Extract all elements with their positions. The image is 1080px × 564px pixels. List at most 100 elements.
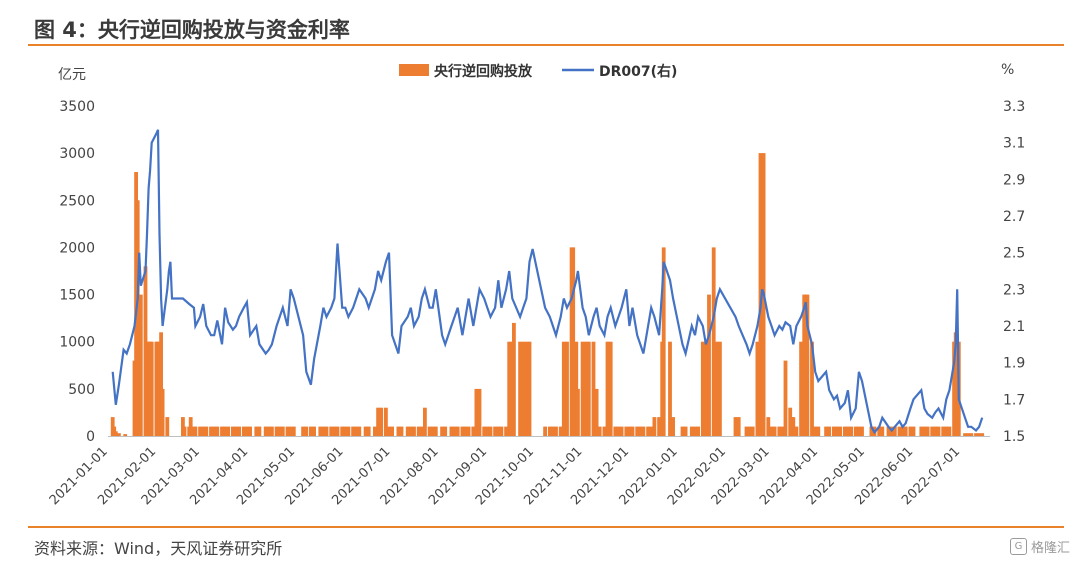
bar-194 (849, 426, 853, 436)
bar-180 (799, 341, 803, 436)
bar-61 (332, 426, 337, 436)
bar-72 (376, 407, 380, 436)
bar-51 (288, 426, 293, 436)
bar-128 (594, 388, 599, 436)
bar-156 (704, 341, 708, 436)
bar-78 (399, 426, 404, 436)
bar-40 (245, 426, 249, 436)
bar-108 (512, 322, 516, 436)
left-tick-1: 500 (68, 382, 95, 398)
bar-226 (977, 433, 981, 436)
bar-123 (576, 388, 580, 436)
bar-201 (880, 426, 885, 436)
left-tick-4: 2000 (59, 240, 95, 256)
bar-47 (274, 426, 279, 436)
bar-68 (357, 426, 362, 436)
bar-209 (911, 426, 916, 436)
bar-204 (892, 426, 897, 436)
bar-193 (846, 426, 850, 436)
bar-59 (324, 426, 329, 436)
bar-7 (135, 200, 140, 436)
bar-45 (266, 426, 271, 436)
bar-43 (257, 426, 262, 436)
bar-44 (263, 426, 268, 436)
bar-105 (504, 426, 508, 436)
bar-3 (117, 433, 121, 436)
bar-207 (903, 426, 908, 436)
bar-96 (471, 426, 476, 436)
bar-99 (482, 426, 487, 436)
bar-200 (877, 426, 882, 436)
bar-50 (285, 426, 290, 436)
bar-32 (215, 426, 220, 436)
bar-225 (974, 433, 978, 436)
bar-196 (857, 426, 861, 436)
bar-104 (499, 426, 504, 436)
bar-71 (373, 426, 377, 436)
bar-14 (149, 341, 154, 436)
right-tick-8: 3.1 (1003, 136, 1025, 152)
bar-135 (619, 426, 624, 436)
bar-184 (810, 341, 814, 436)
bar-215 (936, 426, 941, 436)
bar-series (110, 153, 985, 436)
bar-188 (827, 426, 832, 436)
bar-83 (419, 426, 424, 436)
bar-191 (838, 426, 842, 436)
bar-125 (583, 341, 588, 436)
bar-106 (507, 341, 512, 436)
bar-35 (226, 426, 231, 436)
bar-162 (736, 417, 741, 436)
bar-81 (412, 426, 416, 436)
bar-66 (351, 426, 355, 436)
bar-101 (488, 426, 493, 436)
bar-42 (254, 426, 259, 436)
bar-60 (329, 426, 334, 436)
bar-31 (212, 426, 217, 436)
bar-119 (565, 341, 569, 436)
bar-213 (930, 426, 935, 436)
bar-70 (366, 426, 371, 436)
source-rule (28, 526, 1064, 528)
bar-132 (608, 341, 613, 436)
bar-52 (291, 426, 296, 436)
watermark-icon: G (1009, 538, 1027, 555)
bar-127 (591, 341, 596, 436)
bar-152 (689, 426, 694, 436)
left-axis-ticks: 0 500 1000 1500 2000 2500 3000 3500 (59, 99, 95, 445)
legend: 央行逆回购投放 DR007(右) (399, 63, 677, 80)
bar-140 (638, 426, 643, 436)
bar-4 (123, 434, 128, 436)
bar-142 (646, 426, 650, 436)
bar-187 (824, 426, 828, 436)
bar-91 (452, 426, 457, 436)
right-tick-1: 1.7 (1003, 392, 1025, 408)
bar-157 (707, 294, 711, 436)
bar-218 (947, 426, 952, 436)
left-tick-7: 3500 (59, 99, 95, 115)
bar-124 (580, 341, 585, 436)
bar-224 (969, 433, 974, 436)
bar-38 (237, 426, 241, 436)
bar-190 (835, 426, 839, 436)
bar-170 (766, 417, 771, 436)
bar-159 (714, 341, 719, 436)
right-axis-unit: % (1001, 62, 1014, 78)
left-tick-6: 3000 (59, 146, 95, 162)
right-tick-3: 2.1 (1003, 319, 1025, 335)
watermark-label: 格隆汇 (1030, 541, 1070, 556)
legend-bar-label: 央行逆回购投放 (434, 63, 533, 80)
bar-63 (340, 426, 345, 436)
bar-147 (661, 247, 666, 436)
bar-37 (234, 426, 238, 436)
bar-129 (597, 426, 602, 436)
bar-130 (602, 426, 607, 436)
bar-34 (223, 426, 227, 436)
bar-2 (113, 431, 118, 436)
bar-86 (430, 426, 435, 436)
bar-143 (649, 426, 654, 436)
bar-198 (869, 426, 874, 436)
right-tick-2: 1.9 (1003, 356, 1025, 372)
left-tick-3: 1500 (59, 288, 95, 304)
